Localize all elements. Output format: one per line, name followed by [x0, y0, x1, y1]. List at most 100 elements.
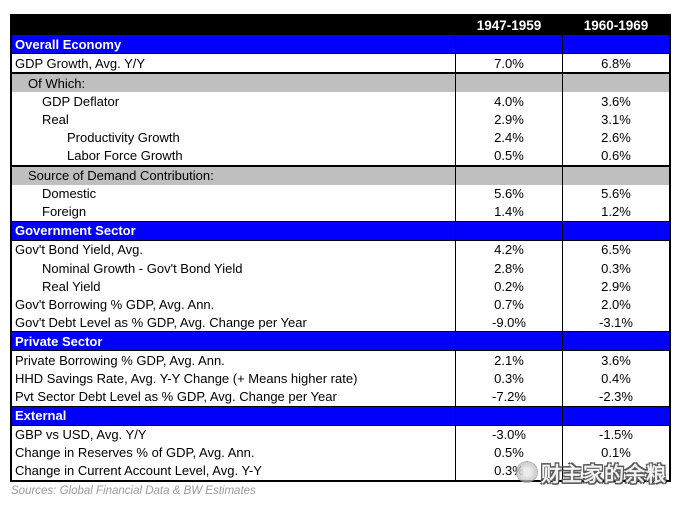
row-label: Foreign — [42, 204, 87, 220]
row-label: Government Sector — [15, 223, 136, 239]
table-row: Gov't Bond Yield, Avg. 4.2% 6.5% — [12, 240, 669, 260]
section-header-row: Government Sector — [12, 220, 669, 241]
row-label: Pvt Sector Debt Level as % GDP, Avg. Cha… — [15, 389, 337, 405]
table-row: Change in Current Account Level, Avg. Y-… — [12, 461, 669, 480]
row-label: Of Which: — [28, 75, 86, 91]
value-cell-1960-1969: 2.6% — [562, 128, 669, 147]
table-column-header-row: 1947-1959 1960-1969 — [12, 16, 669, 35]
value-cell-1960-1969: 5.6% — [562, 184, 669, 203]
value-cell-1960-1969 — [562, 166, 669, 185]
value-cell-1947-1959 — [455, 332, 562, 351]
value-cell-1947-1959: 5.6% — [455, 184, 562, 203]
table-row: Nominal Growth - Gov't Bond Yield 2.8% 0.3… — [12, 259, 669, 278]
row-label: GDP Deflator — [42, 93, 120, 109]
value-cell-1947-1959 — [455, 221, 562, 240]
table-row: Foreign 1.4% 1.2% — [12, 202, 669, 221]
value-cell-1947-1959: -3.0% — [455, 425, 562, 444]
row-label: GDP Growth, Avg. Y/Y — [15, 55, 146, 71]
value-cell-1960-1969: 3.6% — [562, 351, 669, 370]
row-label: Gov't Borrowing % GDP, Avg. Ann. — [15, 296, 215, 312]
value-cell-1947-1959: -7.2% — [455, 387, 562, 406]
value-cell-1947-1959: 0.7% — [455, 295, 562, 314]
value-cell-1960-1969: -1.5% — [562, 425, 669, 444]
value-cell-1960-1969: 0.1% — [562, 443, 669, 462]
row-label: HHD Savings Rate, Avg. Y-Y Change (+ Mea… — [15, 371, 358, 387]
value-cell-1960-1969: 3.6% — [562, 92, 669, 111]
row-label: External — [15, 408, 67, 424]
economic-comparison-table: 1947-1959 1960-1969 Overall Economy GDP G… — [10, 14, 671, 482]
table-row: Domestic 5.6% 5.6% — [12, 184, 669, 203]
value-cell-1960-1969: 2.9% — [562, 277, 669, 296]
subheader-row: Source of Demand Contribution: — [12, 164, 669, 185]
table-row: GDP Deflator 4.0% 3.6% — [12, 92, 669, 111]
section-header-row: Private Sector — [12, 331, 669, 352]
table-row: Real 2.9% 3.1% — [12, 110, 669, 129]
section-header-row: External — [12, 405, 669, 426]
value-cell-1960-1969 — [562, 406, 669, 425]
table-row: Real Yield 0.2% 2.9% — [12, 277, 669, 296]
value-cell-1960-1969: 0.3% — [562, 259, 669, 278]
value-cell-1947-1959 — [455, 406, 562, 425]
value-cell-1947-1959: -9.0% — [455, 313, 562, 332]
value-cell-1960-1969: 0.6% — [562, 146, 669, 165]
subheader-row: Of Which: — [12, 72, 669, 93]
row-label: Gov't Bond Yield, Avg. — [15, 242, 143, 258]
value-cell-1947-1959: 0.5% — [455, 443, 562, 462]
value-cell-1947-1959: 0.3% — [455, 369, 562, 388]
row-label: Change in Current Account Level, Avg. Y-… — [15, 463, 262, 479]
row-label: Productivity Growth — [67, 130, 180, 145]
table-row: Gov't Borrowing % GDP, Avg. Ann. 0.7% 2.0% — [12, 295, 669, 314]
row-label: Source of Demand Contribution: — [28, 168, 214, 184]
value-cell-1947-1959 — [455, 74, 562, 93]
value-cell-1960-1969 — [562, 332, 669, 351]
value-cell-1947-1959: 2.1% — [455, 351, 562, 370]
value-cell-1960-1969 — [562, 35, 669, 54]
row-label: Change in Reserves % of GDP, Avg. Ann. — [15, 445, 255, 461]
value-cell-1947-1959 — [455, 35, 562, 54]
value-cell-1960-1969: 0.4% — [562, 369, 669, 388]
row-label: Domestic — [42, 186, 97, 202]
table-row: GBP vs USD, Avg. Y/Y -3.0% -1.5% — [12, 425, 669, 444]
value-cell-1947-1959 — [455, 166, 562, 185]
value-cell-1960-1969 — [562, 461, 669, 480]
value-cell-1960-1969: -2.3% — [562, 387, 669, 406]
row-label: Private Borrowing % GDP, Avg. Ann. — [15, 352, 225, 368]
table-row: Productivity Growth 2.4% 2.6% — [12, 128, 669, 147]
table-row: Labor Force Growth 0.5% 0.6% — [12, 146, 669, 165]
row-label: Labor Force Growth — [67, 148, 183, 164]
column-header-period-2: 1960-1969 — [562, 16, 669, 35]
column-header-spacer — [12, 16, 455, 34]
table-row: Change in Reserves % of GDP, Avg. Ann. 0.… — [12, 443, 669, 462]
value-cell-1960-1969: 6.8% — [562, 54, 669, 73]
value-cell-1947-1959: 0.5% — [455, 146, 562, 165]
value-cell-1960-1969: 1.2% — [562, 202, 669, 221]
section-header-row: Overall Economy — [12, 34, 669, 55]
row-label: Real — [42, 111, 69, 127]
value-cell-1960-1969 — [562, 74, 669, 93]
row-label: GBP vs USD, Avg. Y/Y — [15, 427, 147, 443]
value-cell-1947-1959: 2.8% — [455, 259, 562, 278]
value-cell-1947-1959: 1.4% — [455, 202, 562, 221]
value-cell-1947-1959: 4.0% — [455, 92, 562, 111]
source-note: Sources: Global Financial Data & BW Esti… — [11, 485, 256, 497]
table-row: Private Borrowing % GDP, Avg. Ann. 2.1% 3.… — [12, 351, 669, 370]
value-cell-1947-1959: 2.4% — [455, 128, 562, 147]
row-label: Gov't Debt Level as % GDP, Avg. Change p… — [15, 314, 307, 330]
value-cell-1947-1959: 7.0% — [455, 54, 562, 73]
table-row: Pvt Sector Debt Level as % GDP, Avg. Cha… — [12, 387, 669, 406]
table-row: HHD Savings Rate, Avg. Y-Y Change (+ Mea… — [12, 369, 669, 388]
value-cell-1960-1969: 2.0% — [562, 295, 669, 314]
value-cell-1947-1959: 0.2% — [455, 277, 562, 296]
table-row: Gov't Debt Level as % GDP, Avg. Change p… — [12, 313, 669, 332]
row-label: Private Sector — [15, 333, 103, 349]
row-label: Overall Economy — [15, 36, 122, 52]
column-header-period-1: 1947-1959 — [455, 16, 562, 35]
row-label: Real Yield — [42, 278, 101, 294]
value-cell-1960-1969 — [562, 221, 669, 240]
row-label: Nominal Growth - Gov't Bond Yield — [42, 260, 243, 276]
value-cell-1960-1969: 3.1% — [562, 110, 669, 129]
value-cell-1960-1969: 6.5% — [562, 240, 669, 260]
value-cell-1960-1969: -3.1% — [562, 313, 669, 332]
value-cell-1947-1959: 0.3% — [455, 461, 562, 480]
